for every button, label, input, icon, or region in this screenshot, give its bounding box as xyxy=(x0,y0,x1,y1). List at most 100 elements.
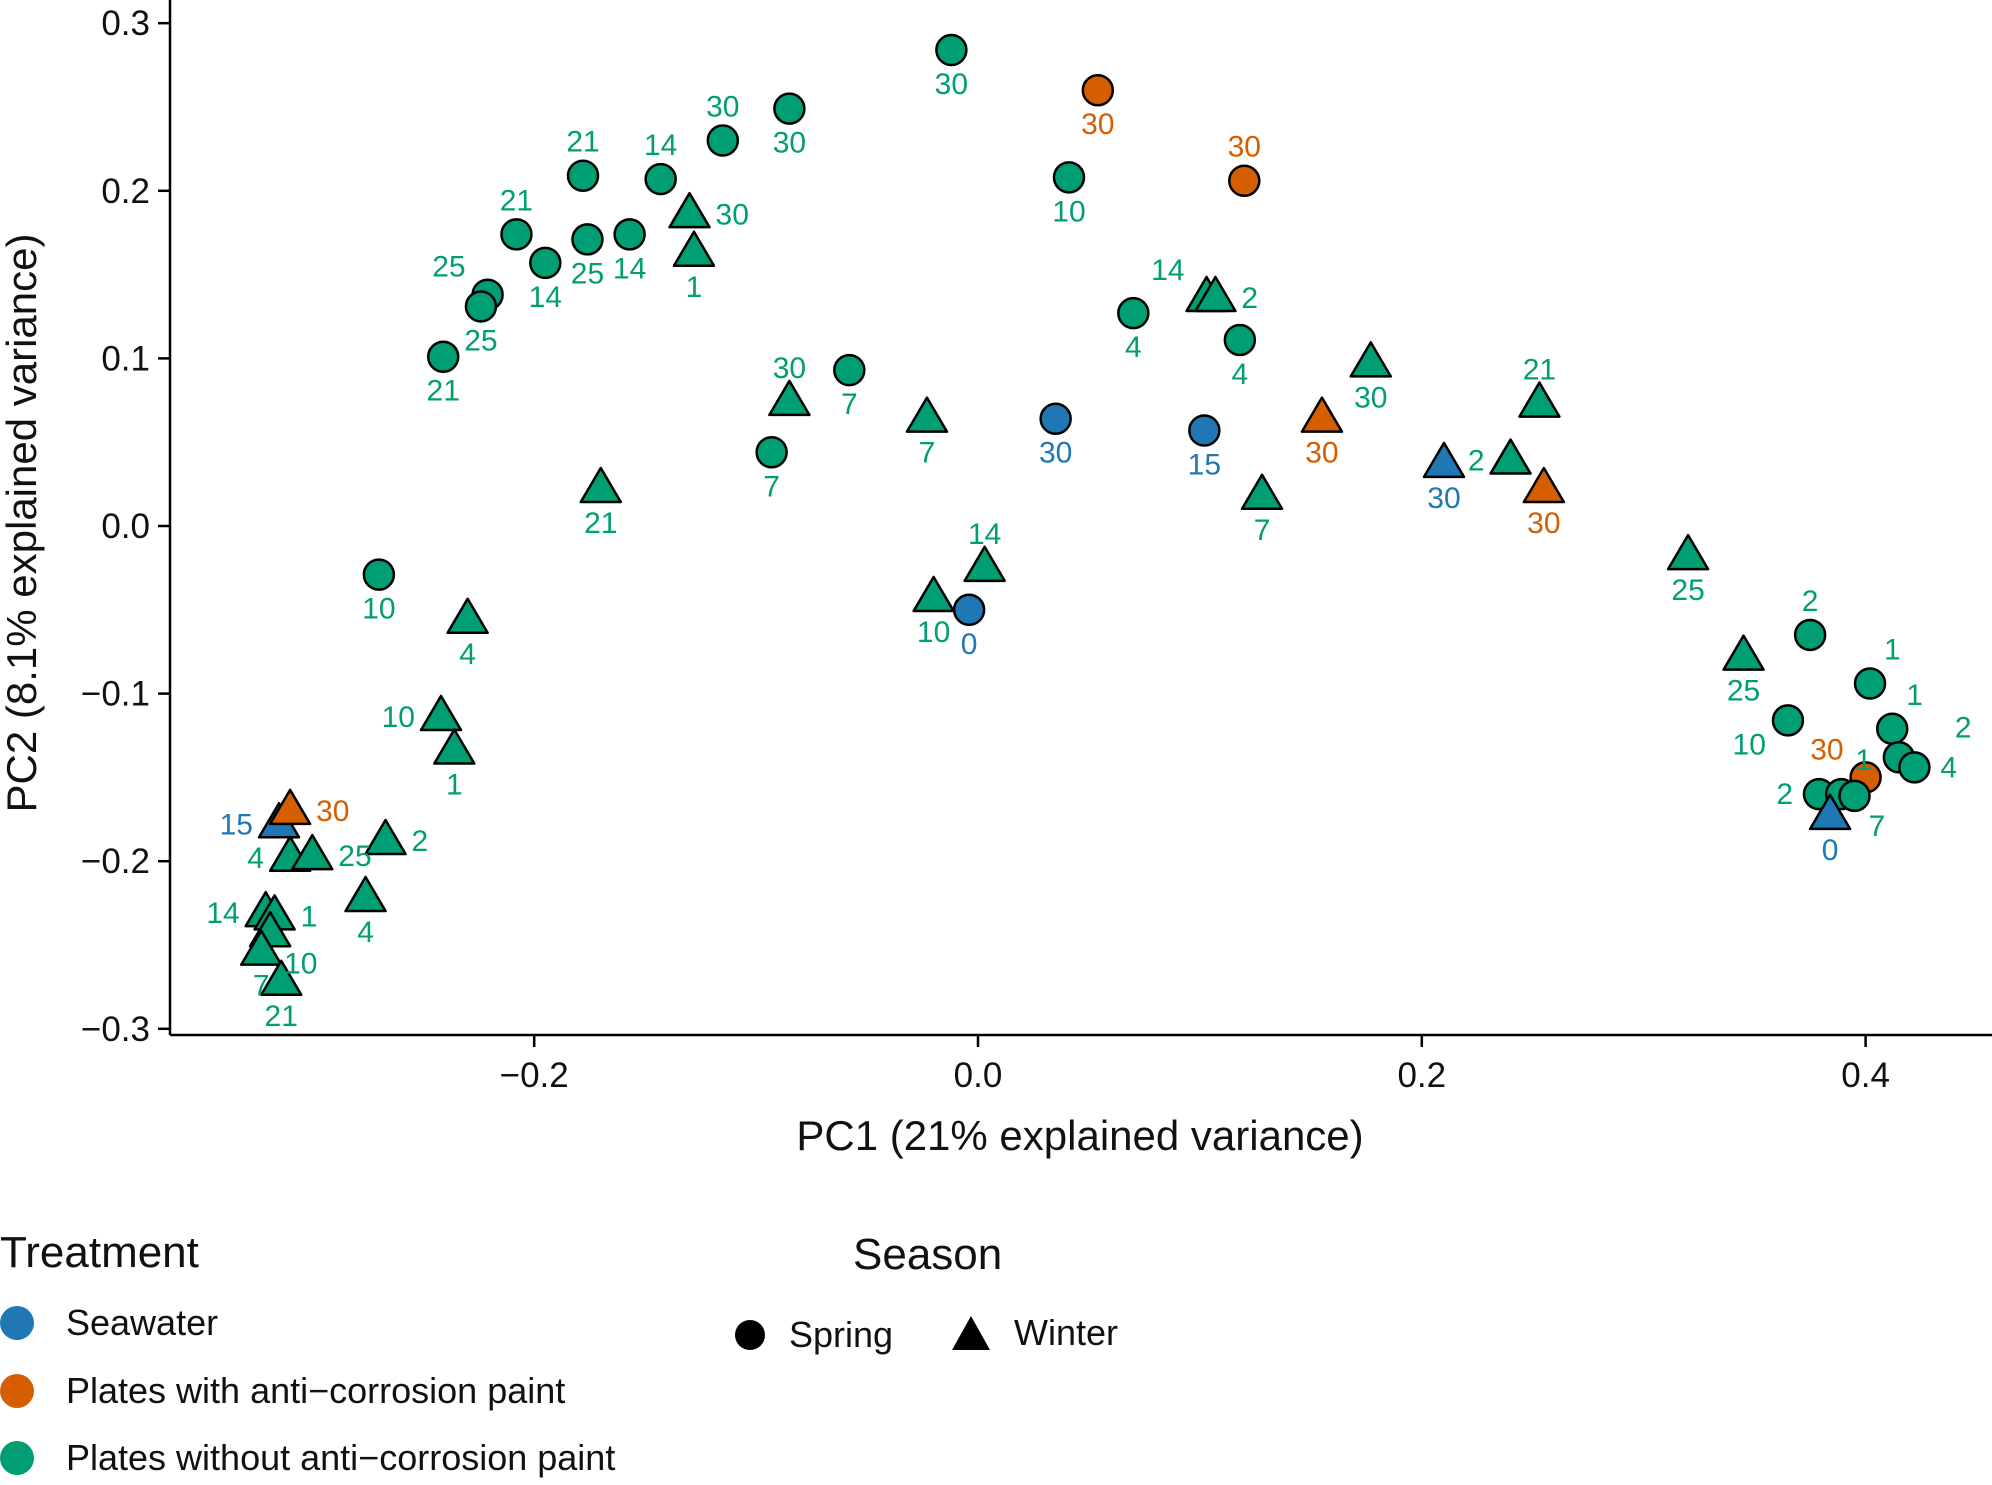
point-label-26: 15 xyxy=(1188,448,1221,481)
point-label-11: 21 xyxy=(427,375,460,408)
point-label-7: 21 xyxy=(500,184,533,217)
point-label-31: 30 xyxy=(1427,482,1460,515)
triangle-point-19 xyxy=(1194,275,1237,313)
circle-point-1 xyxy=(773,92,806,125)
triangle-point-56 xyxy=(344,875,387,913)
y-tick-label: 0.1 xyxy=(101,339,150,378)
triangle-point-21 xyxy=(1349,341,1393,378)
legend-item-seawater: Seawater xyxy=(0,1302,218,1344)
x-tick-label: 0.0 xyxy=(954,1056,1003,1095)
x-axis-title: PC1 (21% explained variance) xyxy=(796,1112,1363,1159)
point-label-6: 14 xyxy=(613,252,646,285)
triangle-point-27 xyxy=(1300,396,1344,433)
y-tick-label: −0.2 xyxy=(81,842,150,881)
triangle-point-54 xyxy=(433,728,476,765)
point-label-27: 30 xyxy=(1305,437,1338,470)
triangle-point-36 xyxy=(963,545,1006,583)
circle-point-4 xyxy=(566,159,600,192)
triangle-shape-icon xyxy=(952,1316,990,1350)
point-label-15: 10 xyxy=(1052,195,1085,228)
point-label-0: 30 xyxy=(935,68,968,101)
point-label-40: 25 xyxy=(1671,574,1704,607)
circle-point-7 xyxy=(500,218,533,251)
point-label-19: 2 xyxy=(1241,282,1258,315)
point-label-10: 25 xyxy=(464,324,497,357)
circle-point-26 xyxy=(1188,414,1221,447)
triangle-point-58 xyxy=(268,788,312,826)
point-label-12: 30 xyxy=(716,198,749,231)
point-label-30: 7 xyxy=(1254,514,1271,547)
axes: −0.2 0.0 0.2 0.4 −0.3 −0.2 −0.1 0.0 0.1 0.2 0.3 xyxy=(81,0,1992,1095)
circle-point-35 xyxy=(362,558,396,591)
circle-point-44 xyxy=(1875,712,1909,746)
triangle-point-37 xyxy=(912,575,955,613)
triangle-point-40 xyxy=(1666,533,1710,571)
circle-point-25 xyxy=(1039,402,1072,435)
circle-point-48 xyxy=(1898,751,1931,784)
circle-point-22 xyxy=(833,353,866,387)
point-label-5: 25 xyxy=(571,257,604,290)
point-label-17: 4 xyxy=(1125,331,1142,364)
circle-point-20 xyxy=(1223,323,1257,357)
point-label-50: 1 xyxy=(1855,744,1872,777)
treatment-legend-title: Treatment xyxy=(0,1228,199,1277)
data-points xyxy=(240,33,1931,997)
point-label-61: 14 xyxy=(206,897,239,930)
legend-item-paint: Plates with anti−corrosion paint xyxy=(0,1370,565,1412)
season-legend-title: Season xyxy=(853,1230,1003,1279)
point-label-1: 30 xyxy=(773,127,806,160)
point-label-43: 1 xyxy=(1884,634,1901,667)
triangle-point-32 xyxy=(1489,438,1532,475)
point-label-54: 1 xyxy=(446,769,463,802)
triangle-point-41 xyxy=(1722,634,1765,671)
point-label-16: 30 xyxy=(1228,131,1261,164)
point-label-55: 2 xyxy=(412,825,429,858)
circle-point-6 xyxy=(613,218,646,251)
point-label-25: 30 xyxy=(1039,437,1072,470)
point-label-29: 21 xyxy=(584,507,617,540)
point-label-38: 0 xyxy=(961,628,978,661)
triangle-point-39 xyxy=(446,597,489,635)
point-label-3: 14 xyxy=(644,129,677,162)
triangle-point-31 xyxy=(1422,441,1466,479)
circle-point-0 xyxy=(935,33,968,67)
point-label-39: 4 xyxy=(459,638,476,671)
y-tick-label: 0.0 xyxy=(101,507,150,546)
point-label-44: 1 xyxy=(1906,679,1923,712)
point-label-32: 2 xyxy=(1468,445,1485,478)
y-tick-label: −0.3 xyxy=(81,1010,150,1049)
point-label-18: 14 xyxy=(1151,254,1184,287)
triangle-point-55 xyxy=(364,818,407,856)
point-label-56: 4 xyxy=(357,916,374,949)
triangle-point-64 xyxy=(240,929,283,966)
point-label-4: 21 xyxy=(566,126,599,159)
circle-point-43 xyxy=(1853,667,1887,700)
y-tick-label: 0.3 xyxy=(101,4,150,43)
point-label-37: 10 xyxy=(917,616,950,649)
point-label-51: 7 xyxy=(1869,810,1886,843)
point-label-8: 14 xyxy=(529,281,562,314)
legend-label-spring: Spring xyxy=(789,1314,894,1355)
point-label-36: 14 xyxy=(968,518,1001,551)
point-label-41: 25 xyxy=(1727,675,1760,708)
legend-label-nopaint: Plates without anti−corrosion paint xyxy=(66,1437,616,1478)
circle-point-45 xyxy=(1771,704,1805,737)
circle-point-11 xyxy=(426,340,460,373)
circle-point-5 xyxy=(571,223,604,256)
triangle-point-34 xyxy=(1522,466,1566,504)
point-label-22: 7 xyxy=(841,388,858,421)
y-tick-label: 0.2 xyxy=(101,172,150,211)
point-label-49: 2 xyxy=(1776,778,1793,811)
circle-shape-icon xyxy=(735,1320,765,1350)
legend-item-winter: Winter xyxy=(950,1312,1118,1354)
circle-point-16 xyxy=(1228,164,1261,197)
triangle-point-60 xyxy=(291,833,334,871)
point-label-45: 10 xyxy=(1733,728,1766,761)
nopaint-swatch xyxy=(0,1441,34,1475)
point-label-53: 10 xyxy=(382,701,415,734)
point-label-47: 2 xyxy=(1955,711,1972,744)
x-tick-label: 0.4 xyxy=(1841,1056,1890,1095)
point-label-60: 25 xyxy=(338,840,371,873)
legend-label-seawater: Seawater xyxy=(66,1302,219,1343)
triangle-point-33 xyxy=(1518,381,1561,418)
